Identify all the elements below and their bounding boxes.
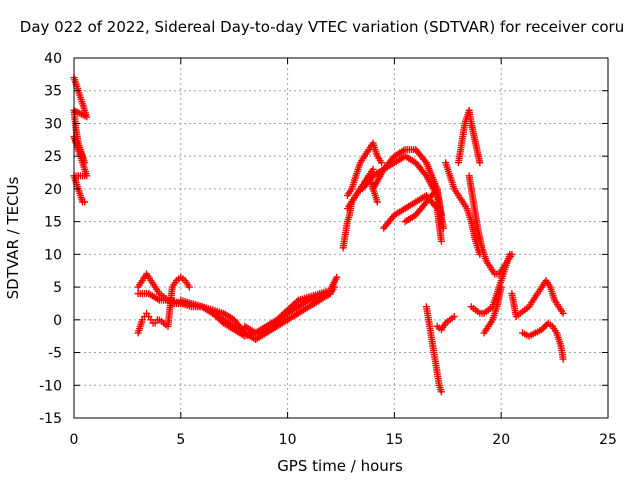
data-point xyxy=(450,313,458,321)
y-tick-label: -5 xyxy=(48,346,62,362)
data-point xyxy=(333,273,341,281)
data-series-6 xyxy=(241,290,334,337)
data-series-14 xyxy=(422,303,445,396)
y-tick-label: -15 xyxy=(39,411,62,427)
x-tick-label: 5 xyxy=(176,432,185,448)
y-tick-label: 35 xyxy=(44,84,62,100)
data-series-13 xyxy=(401,185,445,226)
axis-ticks: 0 5 10 15 20 25 -15 -10 -5 0 5 10 15 20 25 30 35 40 xyxy=(39,51,617,448)
y-tick-label: -10 xyxy=(39,378,62,394)
data-point xyxy=(378,159,386,167)
data-point xyxy=(369,165,377,173)
data-series-21 xyxy=(508,277,567,321)
plot-border xyxy=(73,57,609,419)
marks-layer xyxy=(70,74,567,396)
data-series-2 xyxy=(134,273,193,337)
y-tick-label: 20 xyxy=(44,182,62,198)
data-series-5 xyxy=(177,273,341,340)
y-tick-label: 0 xyxy=(53,313,62,329)
data-series-15 xyxy=(433,313,458,334)
data-point xyxy=(185,283,193,291)
y-tick-label: 10 xyxy=(44,247,62,263)
data-series-17 xyxy=(454,106,484,167)
x-tick-label: 25 xyxy=(599,432,617,448)
data-point xyxy=(559,355,567,363)
x-tick-label: 20 xyxy=(492,432,510,448)
grid-layer xyxy=(74,58,608,418)
y-tick-label: 5 xyxy=(53,280,62,296)
y-axis-label: SDTVAR / TECUs xyxy=(4,176,22,299)
x-tick-label: 10 xyxy=(279,432,297,448)
x-tick-label: 0 xyxy=(70,432,79,448)
data-point xyxy=(559,309,567,317)
data-point xyxy=(437,237,445,245)
plot-frame xyxy=(73,57,609,419)
y-tick-label: 40 xyxy=(44,51,62,67)
y-tick-label: 30 xyxy=(44,116,62,132)
data-point xyxy=(437,388,445,396)
data-point xyxy=(541,322,549,330)
data-series-16 xyxy=(442,159,484,258)
data-series-8 xyxy=(343,139,386,199)
data-point xyxy=(373,198,381,206)
y-tick-label: 15 xyxy=(44,215,62,231)
x-axis-label: GPS time / hours xyxy=(277,457,403,475)
data-series-22 xyxy=(519,319,567,363)
data-point xyxy=(476,159,484,167)
data-point xyxy=(506,250,514,258)
data-series-1 xyxy=(70,74,91,206)
data-series-20 xyxy=(480,283,505,337)
data-point xyxy=(326,290,334,298)
data-series-19 xyxy=(467,250,514,317)
data-point xyxy=(293,298,301,306)
x-tick-label: 15 xyxy=(385,432,403,448)
y-tick-label: 25 xyxy=(44,149,62,165)
data-point xyxy=(81,198,89,206)
data-point xyxy=(497,283,505,291)
data-point xyxy=(437,218,445,226)
chart-title: Day 022 of 2022, Sidereal Day-to-day VTE… xyxy=(20,18,624,36)
